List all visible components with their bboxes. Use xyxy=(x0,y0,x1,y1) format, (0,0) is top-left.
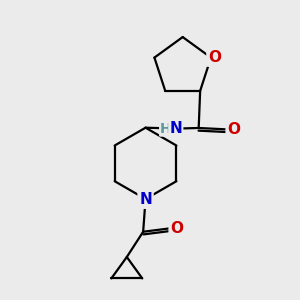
Text: O: O xyxy=(208,50,221,65)
Text: O: O xyxy=(227,122,240,137)
Text: N: N xyxy=(139,192,152,207)
Text: H: H xyxy=(160,122,172,136)
Text: N: N xyxy=(169,121,182,136)
Text: O: O xyxy=(170,221,183,236)
